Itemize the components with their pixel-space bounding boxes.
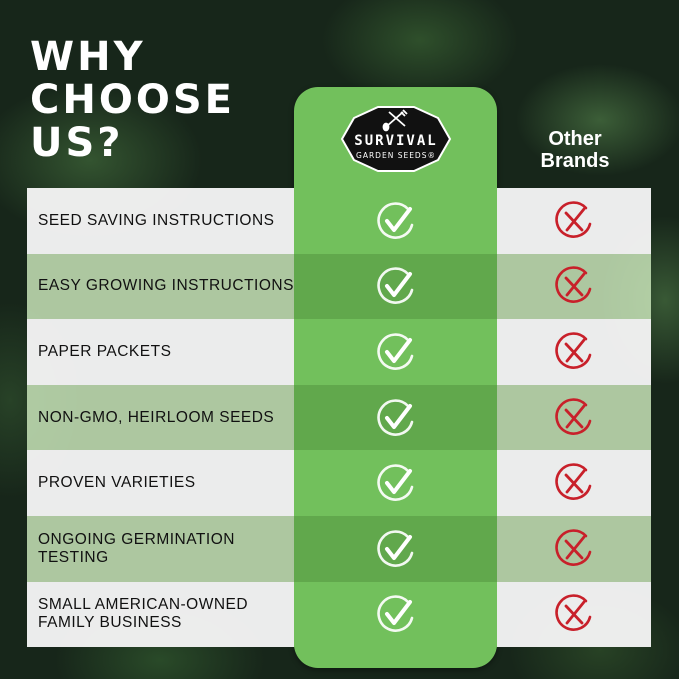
feature-label: EASY GROWING INSTRUCTIONS [27, 253, 294, 320]
theirs-cell [497, 188, 651, 254]
check-icon [374, 461, 418, 505]
ours-cell [294, 384, 497, 451]
feature-text: SMALL AMERICAN-OWNED FAMILY BUSINESS [38, 596, 249, 632]
ours-cell [294, 450, 497, 516]
feature-text: EASY GROWING INSTRUCTIONS [38, 277, 294, 295]
check-icon [374, 527, 418, 571]
logo-line1: SURVIVAL [354, 133, 437, 149]
brand-logo: SURVIVAL GARDEN SEEDS® [340, 106, 452, 172]
headline: WHY CHOOSE US? [30, 36, 235, 165]
check-icon [374, 592, 418, 636]
shovel-pitchfork-icon [382, 109, 408, 132]
comparison-table: SEED SAVING INSTRUCTIONS EASY GROWING IN… [27, 188, 651, 648]
logo-line2: GARDEN SEEDS® [356, 151, 436, 160]
ours-cell [294, 581, 497, 648]
table-row: EASY GROWING INSTRUCTIONS [27, 253, 651, 320]
cross-icon [552, 199, 596, 243]
check-icon [374, 330, 418, 374]
table-row: SMALL AMERICAN-OWNED FAMILY BUSINESS [27, 581, 651, 648]
feature-label: NON-GMO, HEIRLOOM SEEDS [27, 384, 294, 451]
table-row: NON-GMO, HEIRLOOM SEEDS [27, 384, 651, 451]
theirs-cell [497, 384, 651, 451]
feature-text: SEED SAVING INSTRUCTIONS [38, 211, 275, 229]
theirs-cell [497, 253, 651, 320]
ours-cell [294, 188, 497, 254]
check-icon [374, 264, 418, 308]
cross-icon [552, 592, 596, 636]
check-icon [374, 396, 418, 440]
table-row: PAPER PACKETS [27, 319, 651, 385]
feature-label: SEED SAVING INSTRUCTIONS [27, 188, 294, 254]
headline-line: WHY [30, 34, 146, 80]
headline-line: CHOOSE [30, 77, 235, 123]
cross-icon [552, 330, 596, 374]
check-icon [374, 199, 418, 243]
feature-label: PAPER PACKETS [27, 319, 294, 385]
ours-cell [294, 515, 497, 582]
ours-cell [294, 253, 497, 320]
theirs-cell [497, 319, 651, 385]
feature-label: SMALL AMERICAN-OWNED FAMILY BUSINESS [27, 581, 294, 648]
feature-text: NON-GMO, HEIRLOOM SEEDS [38, 408, 275, 426]
cross-icon [552, 527, 596, 571]
feature-text: PAPER PACKETS [38, 342, 172, 360]
theirs-cell [497, 515, 651, 582]
other-brands-line: Brands [540, 150, 610, 172]
table-row: ONGOING GERMINATION TESTING [27, 515, 651, 582]
headline-line: US? [30, 120, 124, 166]
feature-label: PROVEN VARIETIES [27, 450, 294, 516]
theirs-cell [497, 450, 651, 516]
table-row: PROVEN VARIETIES [27, 450, 651, 516]
table-row: SEED SAVING INSTRUCTIONS [27, 188, 651, 254]
cross-icon [552, 264, 596, 308]
cross-icon [552, 396, 596, 440]
feature-text: ONGOING GERMINATION TESTING [38, 530, 235, 566]
cross-icon [552, 461, 596, 505]
feature-text: PROVEN VARIETIES [38, 474, 196, 492]
theirs-cell [497, 581, 651, 648]
feature-label: ONGOING GERMINATION TESTING [27, 515, 294, 582]
other-brands-line: Other [548, 128, 602, 150]
ours-cell [294, 319, 497, 385]
other-brands-label: Other Brands [520, 128, 630, 172]
